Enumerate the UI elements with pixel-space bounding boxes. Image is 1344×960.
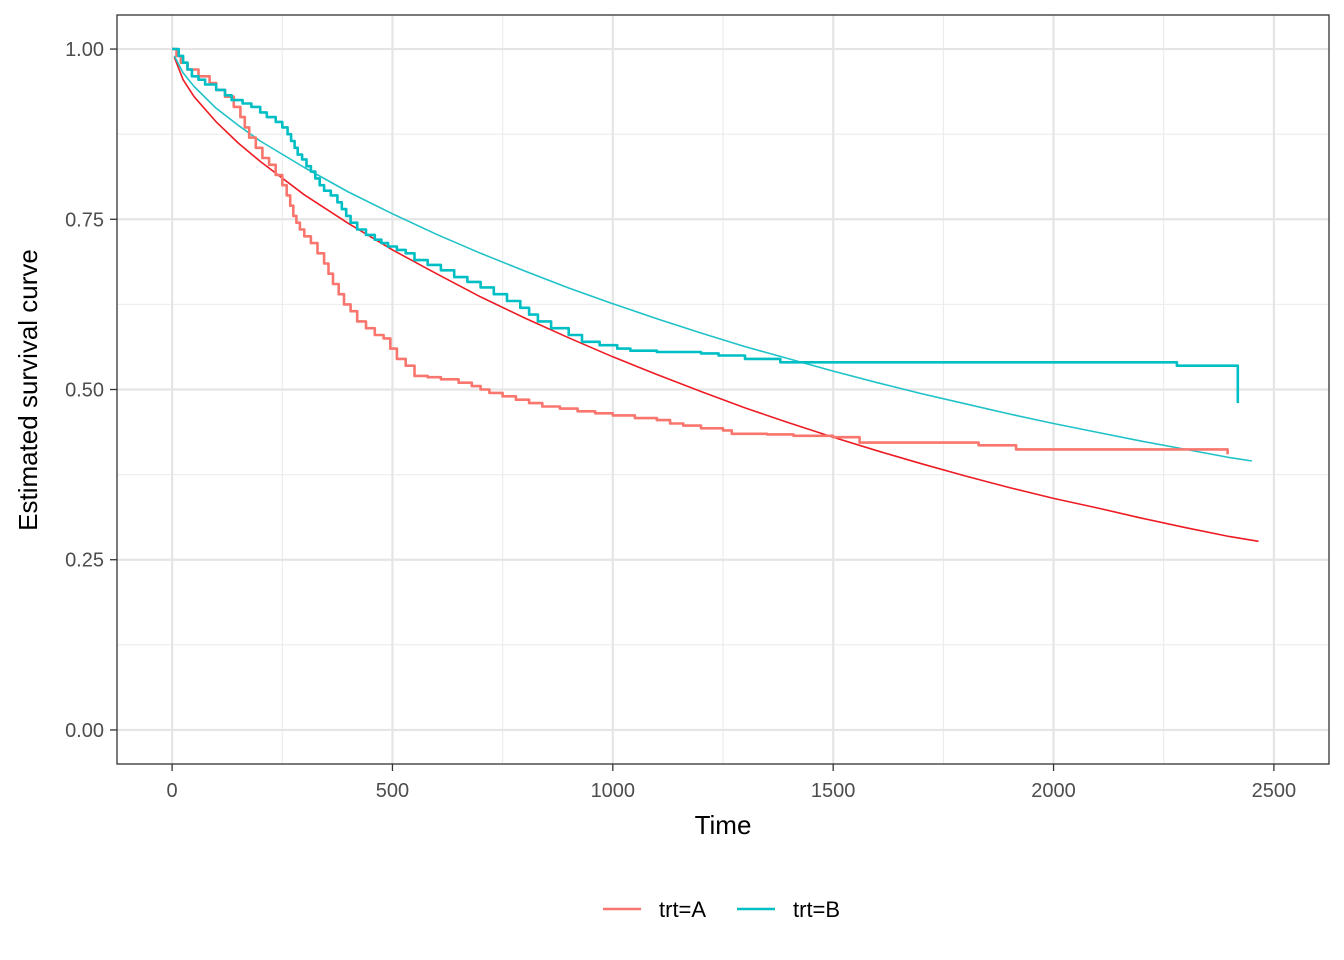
x-axis-title: Time — [695, 810, 752, 840]
legend-label: trt=A — [659, 897, 706, 922]
y-tick-label: 1.00 — [65, 39, 104, 61]
y-tick-label: 0.00 — [65, 720, 104, 742]
legend: trt=A trt=B — [603, 897, 840, 922]
series-layer — [172, 47, 1259, 543]
y-tick-label: 0.75 — [65, 209, 104, 231]
series-trt-b-step-line — [172, 47, 1240, 404]
series-trt-a-step-line — [172, 47, 1229, 455]
legend-label: trt=B — [793, 897, 840, 922]
x-tick-label: 1000 — [591, 780, 636, 802]
fitted-curve-2-line — [173, 56, 1259, 543]
x-tick-label: 500 — [376, 780, 409, 802]
grid-lines — [117, 15, 1329, 764]
y-tick-label: 0.50 — [65, 380, 104, 402]
x-tick-label: 1500 — [811, 780, 856, 802]
fitted-curve-3-line — [173, 55, 1253, 462]
x-tick-label: 2500 — [1252, 780, 1297, 802]
y-tick-label: 0.25 — [65, 550, 104, 572]
x-tick-label: 0 — [167, 780, 178, 802]
y-axis: 0.00 0.25 0.50 0.75 1.00 — [65, 39, 117, 742]
y-axis-title: Estimated survival curve — [13, 249, 43, 531]
x-axis: 0 500 1000 1500 2000 2500 — [167, 764, 1297, 802]
x-tick-label: 2000 — [1031, 780, 1076, 802]
